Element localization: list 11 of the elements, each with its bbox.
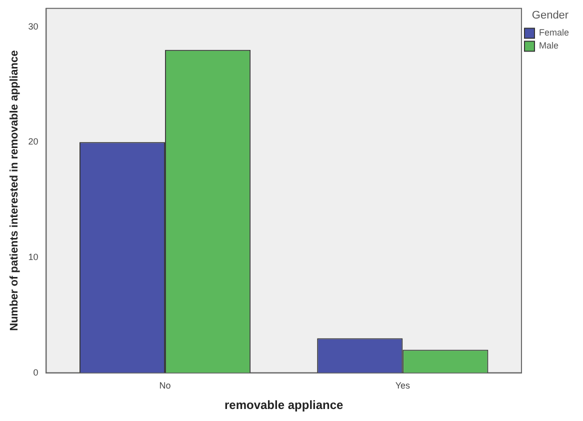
x-tick-label: Yes <box>395 380 411 391</box>
y-tick-label: 10 <box>28 252 38 262</box>
y-tick-label: 30 <box>28 21 38 32</box>
legend-label: Male <box>538 40 559 51</box>
x-axis-title: removable appliance <box>224 398 344 412</box>
legend-label: Female <box>538 28 570 38</box>
y-tick-label: 0 <box>33 367 38 378</box>
x-tick-label: No <box>159 380 171 391</box>
y-axis-title: Number of patients interested in removable appliance <box>8 50 21 331</box>
y-tick-label: 20 <box>28 136 38 147</box>
legend-title: Gender <box>532 10 569 22</box>
